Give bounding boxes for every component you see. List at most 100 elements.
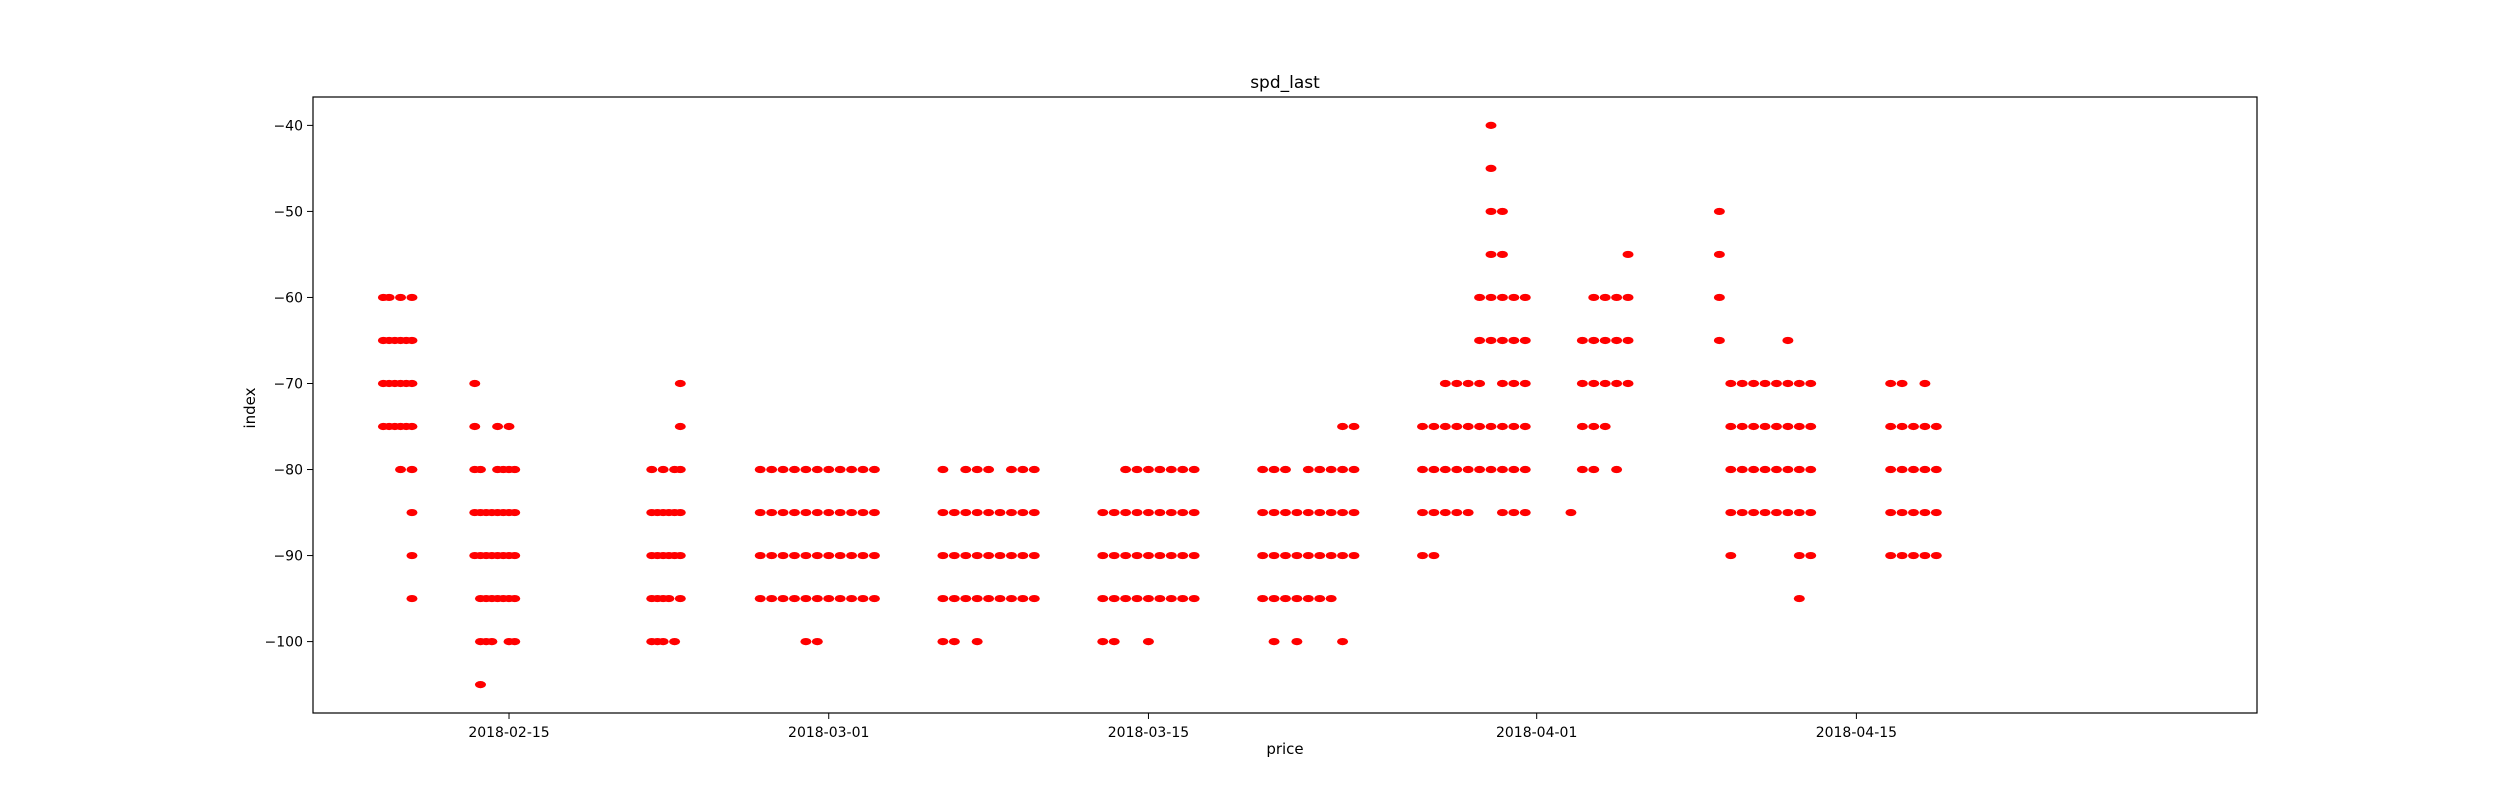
data-point [1588, 422, 1600, 431]
data-point [800, 594, 812, 603]
data-point [1485, 336, 1497, 345]
data-point [857, 508, 869, 517]
data-point [1165, 508, 1177, 517]
data-point [1896, 551, 1908, 560]
data-point [788, 465, 800, 474]
data-point [1599, 293, 1611, 302]
data-point [1314, 594, 1326, 603]
y-axis-label: index [241, 387, 259, 428]
data-point [646, 465, 658, 474]
y-tick-label: −80 [273, 463, 303, 479]
data-point [1325, 465, 1337, 474]
data-point [1348, 551, 1360, 560]
x-tick-label: 2018-04-01 [1496, 725, 1577, 741]
data-point [1279, 551, 1291, 560]
data-point [960, 594, 972, 603]
data-point [800, 465, 812, 474]
data-point [657, 465, 669, 474]
data-point [1885, 551, 1897, 560]
data-point [1142, 594, 1154, 603]
data-point [1885, 422, 1897, 431]
data-point [1919, 422, 1931, 431]
data-point [1930, 508, 1942, 517]
data-point [1896, 422, 1908, 431]
data-point [1108, 637, 1120, 646]
data-point [1302, 465, 1314, 474]
data-point [1188, 594, 1200, 603]
data-point [509, 508, 521, 517]
data-point [1268, 594, 1280, 603]
data-point [1725, 465, 1737, 474]
data-point [1279, 508, 1291, 517]
data-point [1028, 465, 1040, 474]
data-point [1154, 508, 1166, 517]
data-point [1519, 465, 1531, 474]
data-point [1291, 551, 1303, 560]
data-point [1120, 465, 1132, 474]
data-point [1496, 207, 1508, 216]
data-point [1325, 594, 1337, 603]
data-point [971, 508, 983, 517]
data-point [1919, 551, 1931, 560]
data-point [811, 465, 823, 474]
data-point [1508, 336, 1520, 345]
data-point [1439, 508, 1451, 517]
data-point [503, 422, 515, 431]
data-point [800, 637, 812, 646]
data-point [754, 594, 766, 603]
data-point [937, 594, 949, 603]
data-point [1793, 508, 1805, 517]
data-point [1725, 508, 1737, 517]
data-point [777, 508, 789, 517]
data-point [1736, 422, 1748, 431]
data-point [1496, 422, 1508, 431]
data-point [1599, 379, 1611, 388]
data-point [1770, 508, 1782, 517]
data-point [1611, 379, 1623, 388]
data-point [406, 379, 418, 388]
data-point [1907, 465, 1919, 474]
data-point [1588, 379, 1600, 388]
data-point [1154, 551, 1166, 560]
data-point [1462, 508, 1474, 517]
data-point [1588, 336, 1600, 345]
data-point [1736, 508, 1748, 517]
data-point [1017, 465, 1029, 474]
data-point [1291, 594, 1303, 603]
data-point [1302, 508, 1314, 517]
data-point [1736, 465, 1748, 474]
data-point [1622, 250, 1634, 259]
data-point [1713, 336, 1725, 345]
data-point [1279, 465, 1291, 474]
data-point [395, 465, 407, 474]
data-point [1325, 508, 1337, 517]
data-point [1451, 422, 1463, 431]
data-point [971, 637, 983, 646]
data-point [1474, 465, 1486, 474]
data-point [857, 594, 869, 603]
data-point [1930, 422, 1942, 431]
data-point [1474, 422, 1486, 431]
data-point [406, 293, 418, 302]
data-point [1496, 336, 1508, 345]
data-point [406, 465, 418, 474]
y-tick-label: −100 [265, 635, 303, 651]
data-point [1725, 551, 1737, 560]
data-point [834, 465, 846, 474]
data-point [754, 508, 766, 517]
data-point [1462, 422, 1474, 431]
data-point [1005, 508, 1017, 517]
data-point [657, 637, 669, 646]
data-point [846, 508, 858, 517]
data-point [1474, 336, 1486, 345]
data-point [474, 681, 486, 689]
axes [312, 96, 2258, 714]
data-point [509, 594, 521, 603]
data-point [1793, 379, 1805, 388]
data-point [1268, 637, 1280, 646]
data-point [1325, 551, 1337, 560]
data-point [1885, 465, 1897, 474]
data-point [937, 465, 949, 474]
data-point [1097, 594, 1109, 603]
data-point [383, 293, 395, 302]
